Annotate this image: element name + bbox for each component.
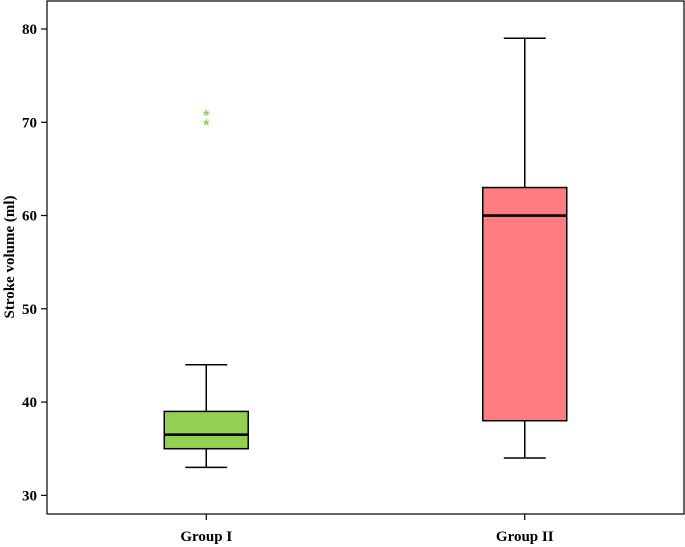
iqr-box <box>163 410 249 450</box>
y-tick-label: 30 <box>22 488 37 504</box>
x-axis: Group I Group II <box>180 514 554 545</box>
y-axis-title: Stroke volume (ml) <box>2 195 18 318</box>
box-1: ** <box>163 108 249 469</box>
y-tick-label: 80 <box>22 22 37 38</box>
outlier-marker: * <box>203 108 210 125</box>
iqr-box <box>482 186 568 422</box>
x-tick-label: Group I <box>180 529 232 545</box>
y-tick-label: 70 <box>22 115 37 131</box>
x-tick-label: Group II <box>496 529 554 545</box>
outlier-marker: * <box>203 117 210 134</box>
boxes-layer: ** <box>163 37 568 469</box>
y-tick-label: 40 <box>22 395 37 411</box>
y-tick-label: 60 <box>22 209 37 225</box>
y-tick-label: 50 <box>22 302 37 318</box>
y-axis: 30 40 50 60 70 80 <box>22 22 47 504</box>
box-2 <box>482 37 568 459</box>
plot-area-frame <box>46 0 685 515</box>
